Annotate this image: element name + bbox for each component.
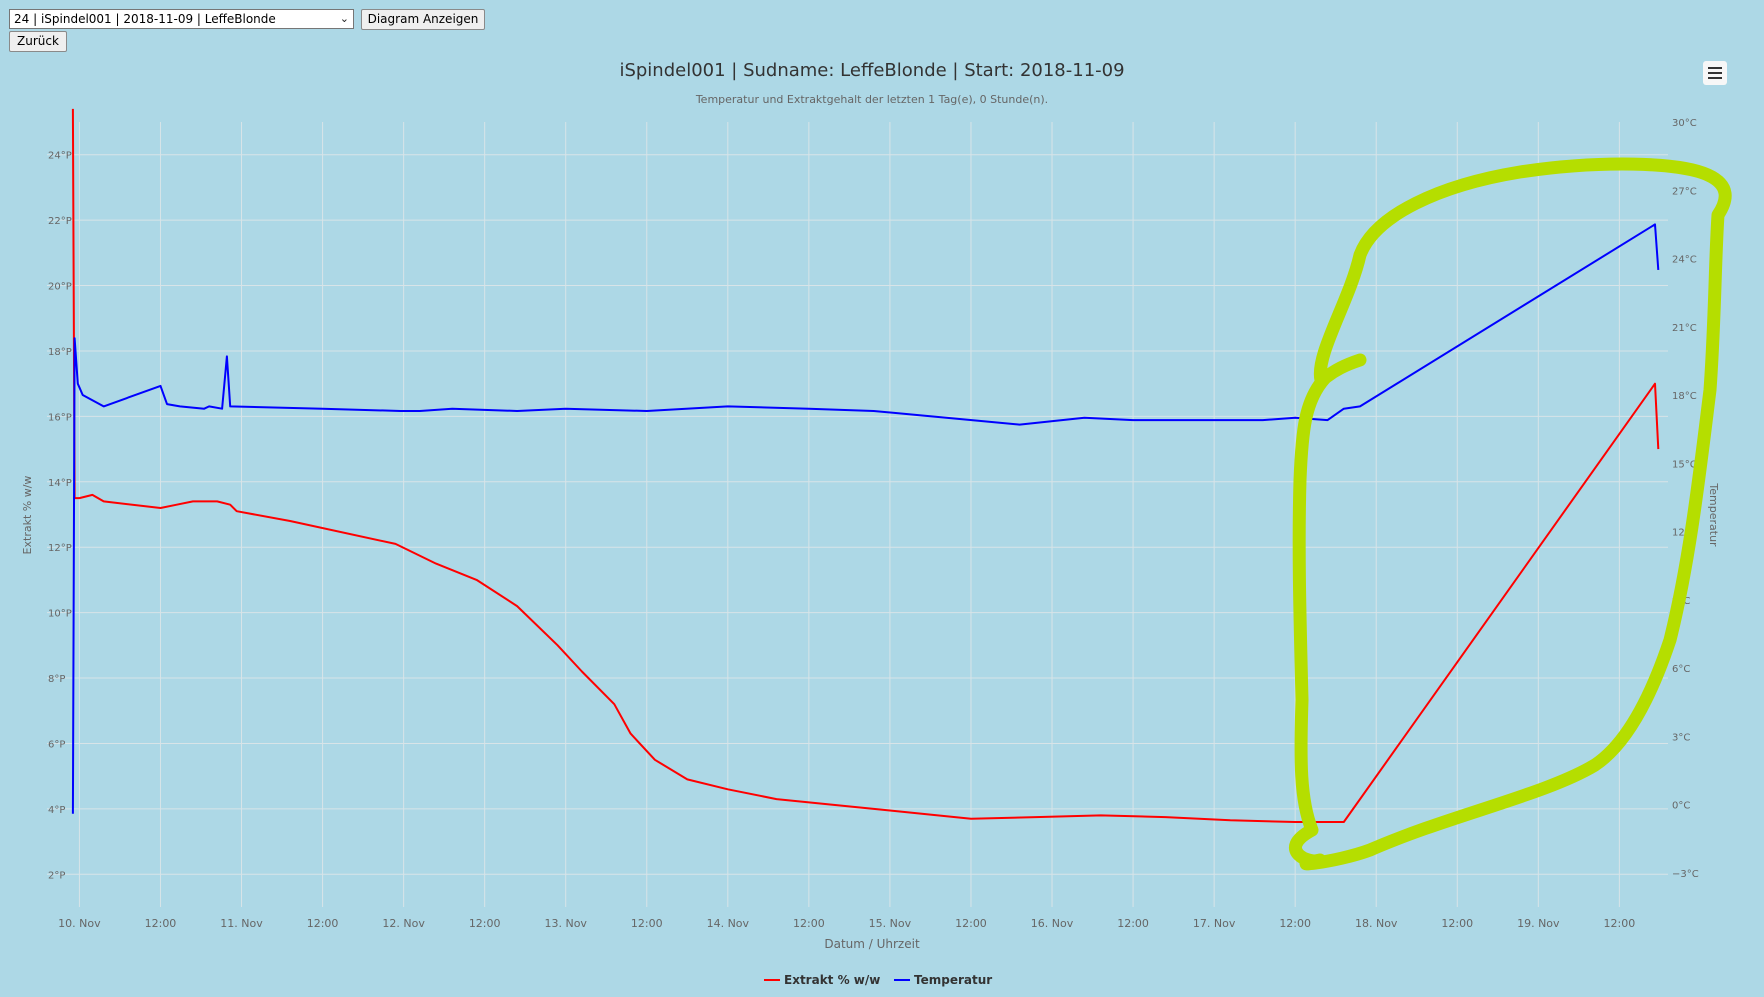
x-tick-label: 18. Nov — [1355, 917, 1398, 930]
y-right-tick-label: 21°C — [1672, 323, 1697, 334]
x-tick-label: 12:00 — [1604, 917, 1636, 930]
y-axis-left-label: Extrakt % w/w — [21, 476, 34, 555]
y-right-tick-label: 15°C — [1672, 459, 1697, 470]
export-menu-button[interactable] — [1703, 61, 1727, 85]
menu-bar — [1708, 67, 1722, 69]
y-left-tick-label: 4°P — [48, 805, 65, 816]
legend-label: Extrakt % w/w — [784, 973, 880, 987]
back-button[interactable]: Zurück — [9, 31, 67, 52]
y-axis-right-label: Temperatur — [1707, 482, 1720, 547]
y-right-tick-label: 6°C — [1672, 664, 1690, 675]
x-tick-label: 12:00 — [1441, 917, 1473, 930]
x-tick-label: 12:00 — [955, 917, 987, 930]
x-tick-label: 12:00 — [307, 917, 339, 930]
x-tick-label: 13. Nov — [544, 917, 587, 930]
x-tick-label: 17. Nov — [1193, 917, 1236, 930]
x-tick-label: 12:00 — [469, 917, 501, 930]
highlight-annotation — [1289, 157, 1732, 871]
x-tick-label: 12:00 — [145, 917, 177, 930]
y-right-tick-label: 0°C — [1672, 801, 1690, 812]
y-right-tick-label: 24°C — [1672, 255, 1697, 266]
chart-title: iSpindel001 | Sudname: LeffeBlonde | Sta… — [619, 60, 1124, 81]
x-tick-label: 12:00 — [1279, 917, 1311, 930]
x-tick-label: 12:00 — [631, 917, 663, 930]
chart-subtitle: Temperatur und Extraktgehalt der letzten… — [695, 93, 1048, 106]
y-left-tick-label: 16°P — [48, 412, 72, 423]
x-tick-label: 12. Nov — [382, 917, 425, 930]
legend[interactable]: Extrakt % w/w Temperatur — [764, 973, 992, 987]
brew-select[interactable]: 24 | iSpindel001 | 2018-11-09 | LeffeBlo… — [9, 9, 354, 29]
y-right-tick-label: 30°C — [1672, 118, 1697, 129]
menu-bar — [1708, 77, 1722, 79]
series-line-temperature — [71, 223, 1660, 814]
x-tick-label: 16. Nov — [1031, 917, 1074, 930]
legend-item[interactable]: Extrakt % w/w — [764, 973, 880, 987]
legend-item[interactable]: Temperatur — [894, 973, 992, 987]
y-axis-left-ticks: 2°P 4°P 6°P 8°P 10°P 12°P 14°P 16°P 18°P 20°P 22°P… — [48, 151, 72, 882]
y-left-tick-label: 2°P — [48, 870, 65, 881]
show-diagram-button[interactable]: Diagram Anzeigen — [361, 9, 485, 30]
y-left-tick-label: 14°P — [48, 478, 72, 489]
y-right-tick-label: −3°C — [1672, 869, 1699, 880]
y-left-tick-label: 8°P — [48, 674, 65, 685]
x-tick-label: 12:00 — [1117, 917, 1149, 930]
x-tick-label: 11. Nov — [220, 917, 263, 930]
x-tick-label: 10. Nov — [58, 917, 101, 930]
x-tick-label: 15. Nov — [869, 917, 912, 930]
y-right-tick-label: 3°C — [1672, 732, 1690, 743]
y-right-tick-label: 12°C — [1672, 528, 1697, 539]
x-tick-label: 14. Nov — [707, 917, 750, 930]
y-left-tick-label: 20°P — [48, 282, 72, 293]
series-layer — [71, 108, 1660, 823]
y-right-tick-label: 18°C — [1672, 391, 1697, 402]
brew-select-value: 24 | iSpindel001 | 2018-11-09 | LeffeBlo… — [14, 12, 276, 26]
x-axis-ticks: 10. Nov 12:00 11. Nov 12:00 12. Nov 12:00 13. … — [58, 917, 1635, 930]
y-left-tick-label: 22°P — [48, 216, 72, 227]
y-left-tick-label: 12°P — [48, 543, 72, 554]
y-right-tick-label: 27°C — [1672, 186, 1697, 197]
series-line-extract — [71, 108, 1660, 823]
y-left-tick-label: 10°P — [48, 609, 72, 620]
y-left-tick-label: 6°P — [48, 739, 65, 750]
x-tick-label: 19. Nov — [1517, 917, 1560, 930]
chevron-down-icon: ⌄ — [339, 12, 349, 25]
menu-bar — [1708, 72, 1722, 74]
x-axis-label: Datum / Uhrzeit — [824, 937, 920, 951]
legend-label: Temperatur — [914, 973, 992, 987]
grid — [47, 122, 1668, 907]
y-left-tick-label: 24°P — [48, 151, 72, 162]
x-tick-label: 12:00 — [793, 917, 825, 930]
y-left-tick-label: 18°P — [48, 347, 72, 358]
